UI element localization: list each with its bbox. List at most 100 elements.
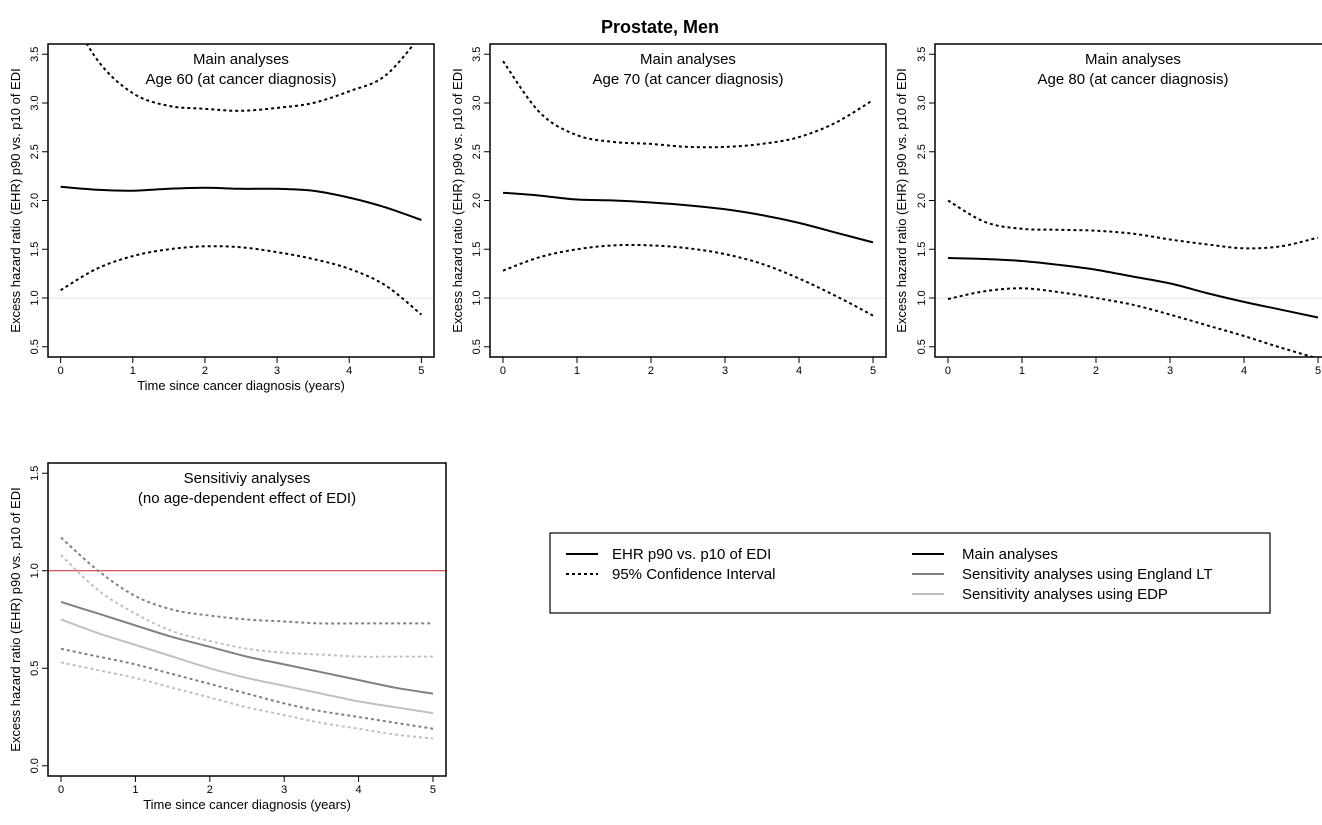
legend-label-england-lt: Sensitivity analyses using England LT xyxy=(962,566,1213,583)
series-main-ci_lower xyxy=(502,243,874,317)
y-axis-label: Excess hazard ratio (EHR) p90 vs. p10 of… xyxy=(8,487,23,751)
x-tick-label: 5 xyxy=(430,784,436,796)
x-tick-label: 1 xyxy=(574,365,580,377)
figure-title: Prostate, Men xyxy=(601,17,719,37)
y-tick-label: 1.5 xyxy=(471,242,483,257)
panel-subtitle: (no age-dependent effect of EDI) xyxy=(138,490,356,507)
series-main-ci_upper xyxy=(947,199,1319,250)
series-group xyxy=(947,199,1319,357)
x-tick-label: 3 xyxy=(722,365,728,377)
y-tick-label: 2.0 xyxy=(471,193,483,208)
series-main-ci_upper xyxy=(85,44,416,112)
plot-frame xyxy=(47,43,435,358)
y-tick-label: 2.0 xyxy=(29,193,41,208)
y-axis-label: Excess hazard ratio (EHR) p90 vs. p10 of… xyxy=(450,68,465,332)
x-tick-label: 2 xyxy=(207,784,213,796)
series-england_lt-estimate xyxy=(60,600,434,695)
x-tick-label: 4 xyxy=(1241,365,1247,377)
legend-box xyxy=(549,532,1271,614)
legend-label-main: Main analyses xyxy=(962,546,1058,563)
x-tick-label: 2 xyxy=(1093,365,1099,377)
series-england_lt-ci_lower xyxy=(60,647,434,730)
panel-title: Main analyses xyxy=(193,51,289,68)
y-tick-label: 3.5 xyxy=(916,47,928,62)
x-tick-label: 1 xyxy=(1019,365,1025,377)
panel-subtitle: Age 60 (at cancer diagnosis) xyxy=(146,71,337,88)
x-tick-label: 2 xyxy=(202,365,208,377)
y-tick-label: 3.5 xyxy=(471,47,483,62)
series-main-ci_upper xyxy=(502,60,874,149)
y-tick-label: 3.0 xyxy=(29,95,41,110)
legend-label-edp: Sensitivity analyses using EDP xyxy=(962,586,1168,603)
y-tick-label: 0.5 xyxy=(916,339,928,354)
x-tick-label: 4 xyxy=(796,365,802,377)
panel-title: Main analyses xyxy=(640,51,736,68)
series-edp-estimate xyxy=(60,618,434,715)
series-main-estimate xyxy=(60,185,422,221)
y-tick-label: 3.5 xyxy=(29,47,41,62)
x-tick-label: 3 xyxy=(1167,365,1173,377)
y-tick-label: 2.0 xyxy=(916,193,928,208)
legend-label-ci: 95% Confidence Interval xyxy=(612,566,775,583)
series-main-estimate xyxy=(947,257,1319,319)
series-edp-ci_lower xyxy=(60,661,434,740)
y-tick-label: 2.5 xyxy=(29,144,41,159)
series-edp-ci_upper xyxy=(60,554,433,658)
panel-1: 0 1 2 3 4 5 0.5 1.0 1.5 2.0 2.5 3.0 3.5 Main analyses… xyxy=(8,43,435,393)
y-tick-label: 0.5 xyxy=(471,339,483,354)
series-main-ci_lower xyxy=(947,287,1317,357)
x-tick-label: 5 xyxy=(1315,365,1321,377)
y-tick-label: 0.0 xyxy=(29,758,41,773)
panel-2: 0 1 2 3 4 5 0.5 1.0 1.5 2.0 2.5 3.0 3.5 Main analyses… xyxy=(450,43,887,377)
x-tick-label: 0 xyxy=(58,365,64,377)
chart-panels: 0 1 2 3 4 5 0.5 1.0 1.5 2.0 2.5 3.0 3.5 Main analyses… xyxy=(8,43,1322,812)
plot-frame xyxy=(47,462,447,777)
series-group xyxy=(60,536,434,740)
panel-title: Sensitiviy analyses xyxy=(184,470,311,487)
y-axis-label: Excess hazard ratio (EHR) p90 vs. p10 of… xyxy=(8,68,23,332)
y-tick-label: 2.5 xyxy=(471,144,483,159)
legend: EHR p90 vs. p10 of EDI 95% Confidence In… xyxy=(549,532,1271,614)
x-tick-label: 0 xyxy=(945,365,951,377)
y-axis-label: Excess hazard ratio (EHR) p90 vs. p10 of… xyxy=(894,68,909,332)
panel-4: 0 1 2 3 4 5 0.0 0.5 1.0 1.5 Sensitiviy analyses (no… xyxy=(8,462,447,812)
series-main-estimate xyxy=(502,191,874,244)
panel-title: Main analyses xyxy=(1085,51,1181,68)
y-tick-label: 1.0 xyxy=(916,290,928,305)
x-tick-label: 0 xyxy=(58,784,64,796)
series-group xyxy=(502,60,874,317)
x-tick-label: 1 xyxy=(132,784,138,796)
panel-subtitle: Age 80 (at cancer diagnosis) xyxy=(1038,71,1229,88)
y-tick-label: 0.5 xyxy=(29,661,41,676)
y-tick-label: 1.5 xyxy=(916,242,928,257)
x-tick-label: 1 xyxy=(130,365,136,377)
y-tick-label: 1.5 xyxy=(29,466,41,481)
x-tick-label: 3 xyxy=(281,784,287,796)
y-tick-label: 0.5 xyxy=(29,339,41,354)
plot-frame xyxy=(934,43,1322,358)
x-tick-label: 4 xyxy=(356,784,362,796)
series-group xyxy=(60,44,423,316)
series-main-ci_lower xyxy=(60,245,423,316)
panel-3: 0 1 2 3 4 5 0.5 1.0 1.5 2.0 2.5 3.0 3.5 Main analyses… xyxy=(894,43,1322,377)
panel-subtitle: Age 70 (at cancer diagnosis) xyxy=(593,71,784,88)
legend-label-estimate: EHR p90 vs. p10 of EDI xyxy=(612,546,771,563)
y-tick-label: 1.5 xyxy=(29,242,41,257)
x-tick-label: 4 xyxy=(346,365,352,377)
x-tick-label: 0 xyxy=(500,365,506,377)
y-tick-label: 1.0 xyxy=(29,290,41,305)
x-axis-label: Time since cancer diagnosis (years) xyxy=(143,797,351,812)
series-england_lt-ci_upper xyxy=(60,536,433,625)
y-tick-label: 3.0 xyxy=(471,95,483,110)
y-tick-label: 1.0 xyxy=(471,290,483,305)
x-tick-label: 5 xyxy=(870,365,876,377)
y-tick-label: 3.0 xyxy=(916,95,928,110)
x-axis-label: Time since cancer diagnosis (years) xyxy=(137,378,345,393)
x-tick-label: 3 xyxy=(274,365,280,377)
plot-frame xyxy=(489,43,887,358)
x-tick-label: 5 xyxy=(418,365,424,377)
y-tick-label: 2.5 xyxy=(916,144,928,159)
y-tick-label: 1.0 xyxy=(29,563,41,578)
x-tick-label: 2 xyxy=(648,365,654,377)
